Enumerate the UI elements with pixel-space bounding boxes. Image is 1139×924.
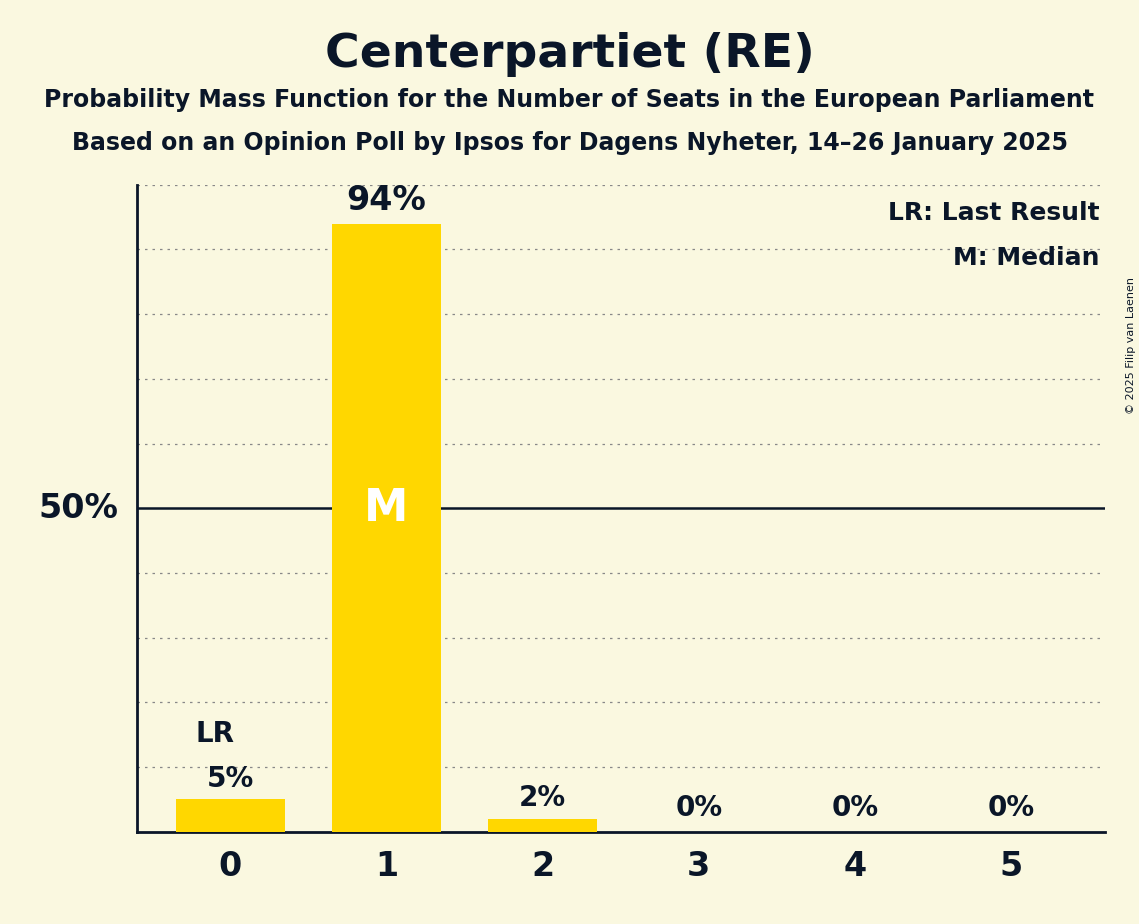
Text: 0%: 0% — [988, 794, 1034, 822]
Text: LR: Last Result: LR: Last Result — [888, 201, 1100, 225]
Text: 5%: 5% — [207, 765, 254, 793]
Text: Probability Mass Function for the Number of Seats in the European Parliament: Probability Mass Function for the Number… — [44, 88, 1095, 112]
Text: 50%: 50% — [38, 492, 118, 525]
Text: 0%: 0% — [675, 794, 722, 822]
Text: Centerpartiet (RE): Centerpartiet (RE) — [325, 32, 814, 78]
Text: LR: LR — [195, 720, 235, 748]
Text: Based on an Opinion Poll by Ipsos for Dagens Nyheter, 14–26 January 2025: Based on an Opinion Poll by Ipsos for Da… — [72, 131, 1067, 155]
Bar — [487, 819, 597, 832]
Text: M: Median: M: Median — [953, 246, 1100, 270]
Bar — [175, 799, 285, 832]
Text: 2%: 2% — [519, 784, 566, 812]
Text: M: M — [364, 487, 409, 529]
Text: 0%: 0% — [831, 794, 878, 822]
Text: 94%: 94% — [346, 184, 426, 217]
Bar — [331, 224, 441, 832]
Text: © 2025 Filip van Laenen: © 2025 Filip van Laenen — [1126, 277, 1136, 414]
